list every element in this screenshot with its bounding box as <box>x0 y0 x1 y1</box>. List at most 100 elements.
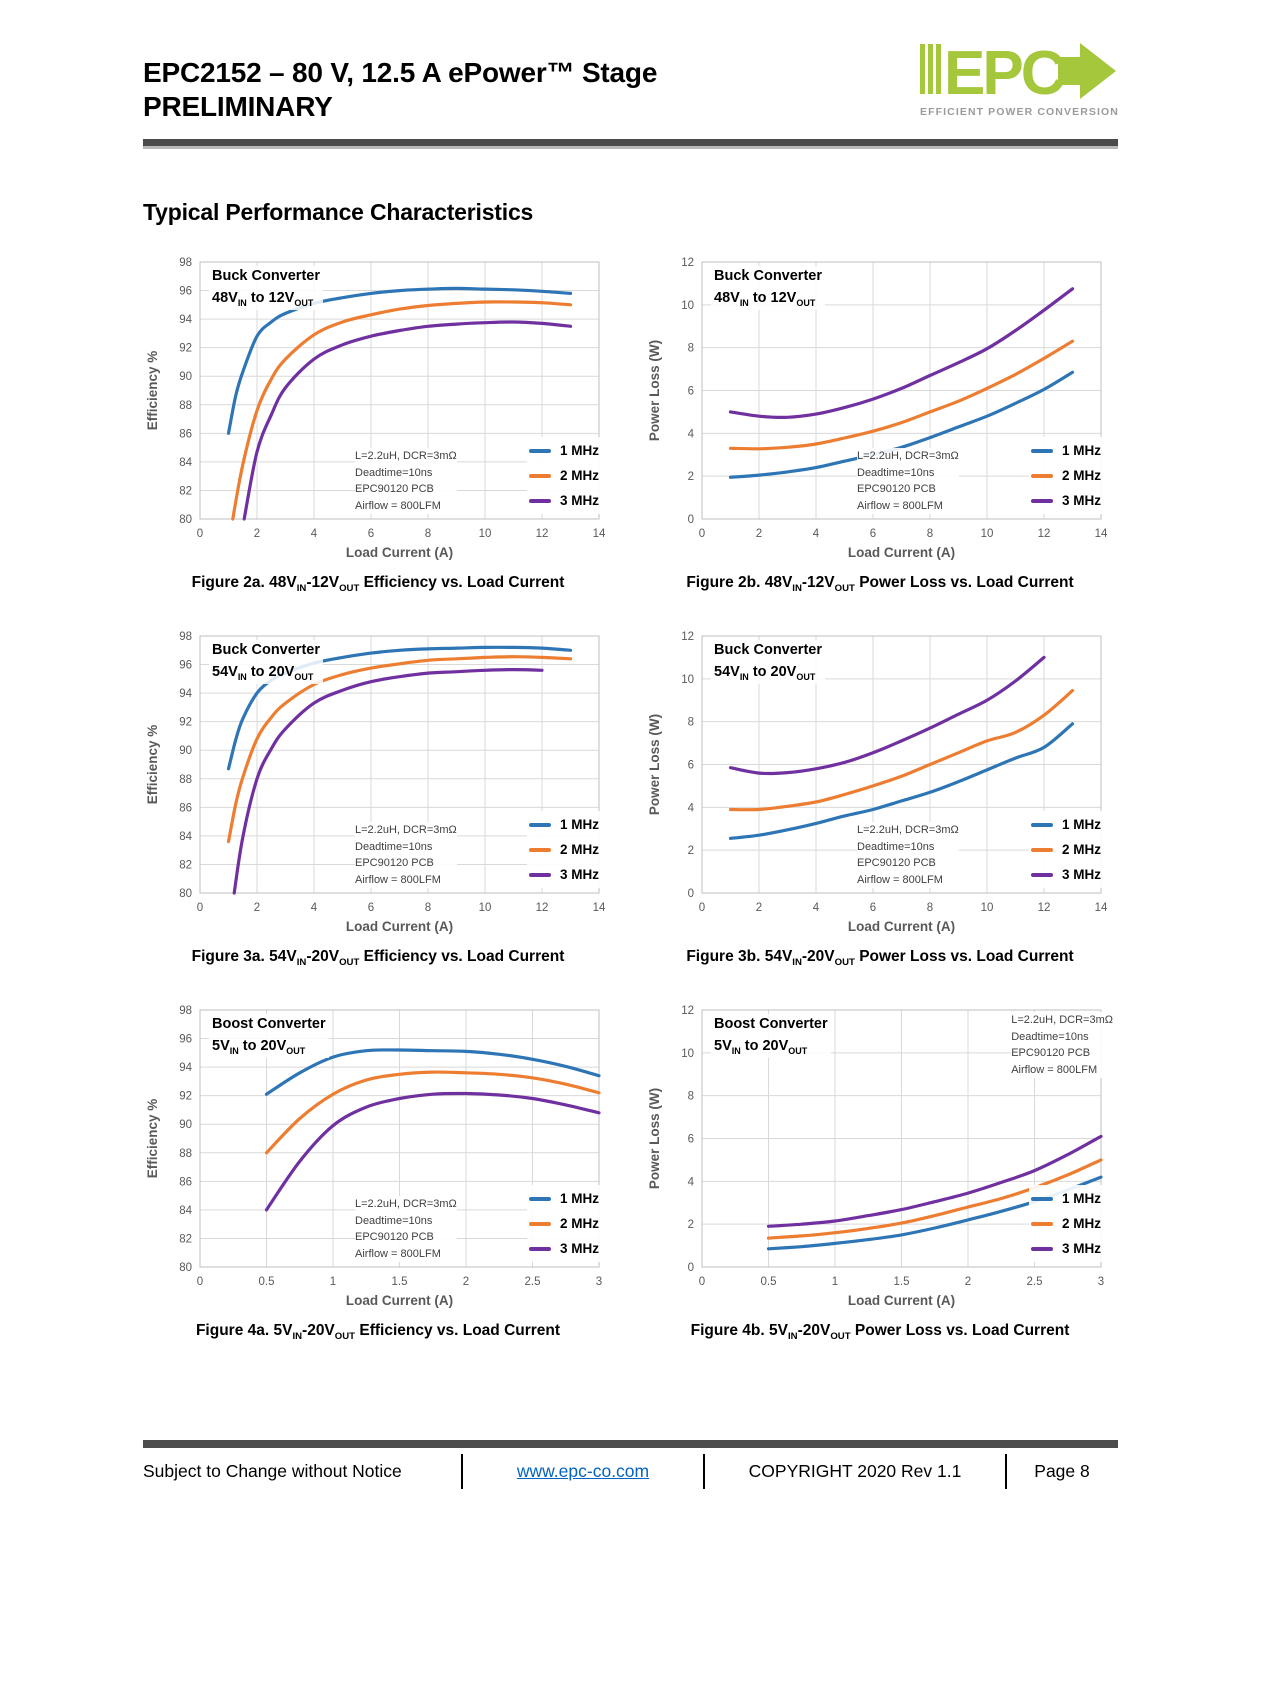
svg-text:98: 98 <box>179 257 192 269</box>
svg-text:6: 6 <box>688 760 694 772</box>
test-conditions: L=2.2uH, DCR=3mΩ Deadtime=10ns EPC90120 P… <box>857 448 959 514</box>
svg-text:2: 2 <box>688 845 694 857</box>
legend-label-1mhz: 1 MHz <box>559 443 599 458</box>
chart-4b-title: Boost Converter 5VIN to 20VOUT <box>711 1014 831 1058</box>
svg-text:12: 12 <box>1038 902 1051 914</box>
chart-4a-plot: 0 0.5 1 1.5 2 2.5 3 80 82 84 86 88 90 92 94 96 98 Load Cu… <box>145 1005 602 1308</box>
svg-text:12: 12 <box>536 902 549 914</box>
svg-text:94: 94 <box>179 314 192 326</box>
svg-text:Load Current (A): Load Current (A) <box>848 545 955 560</box>
chart-legend: 1 MHz 2 MHz 3 MHz <box>526 437 601 514</box>
legend-label-3mhz: 3 MHz <box>559 1241 599 1256</box>
chart-legend: 1 MHz 2 MHz 3 MHz <box>526 1185 601 1262</box>
page-header: EPC2152 – 80 V, 12.5 A ePower™ Stage PRE… <box>143 39 1118 125</box>
doc-title-line2: PRELIMINARY <box>143 91 333 123</box>
svg-text:82: 82 <box>179 859 192 871</box>
footer-separator <box>1005 1454 1007 1489</box>
epc-website-link[interactable]: www.epc-co.com <box>516 1461 650 1481</box>
svg-text:10: 10 <box>981 902 994 914</box>
svg-text:0: 0 <box>688 514 694 526</box>
figure-3b: 0 2 4 6 8 10 12 14 0 2 4 6 8 10 12 Load Current (A) Powe… <box>645 626 1115 967</box>
svg-text:0: 0 <box>699 1276 705 1288</box>
svg-text:96: 96 <box>179 660 192 672</box>
svg-text:3: 3 <box>1098 1276 1104 1288</box>
svg-text:8: 8 <box>425 902 431 914</box>
logo-arrow-icon <box>1058 43 1116 99</box>
header-divider <box>143 139 1118 149</box>
svg-text:2: 2 <box>965 1276 971 1288</box>
charts-grid: 0 2 4 6 8 10 12 14 80 82 84 86 88 90 92 94 96 98 Load Curr… <box>143 252 1118 1343</box>
epc-logo-graphic: EPC EFFICIENT POWER CONVERSION <box>920 39 1118 118</box>
svg-text:14: 14 <box>593 528 606 540</box>
svg-text:1.5: 1.5 <box>894 1276 910 1288</box>
svg-text:2: 2 <box>756 528 762 540</box>
svg-text:6: 6 <box>368 528 374 540</box>
svg-text:EPC: EPC <box>944 42 1065 108</box>
svg-text:2: 2 <box>254 528 260 540</box>
legend-swatch-3mhz <box>1030 498 1053 503</box>
svg-text:Efficiency %: Efficiency % <box>145 725 160 805</box>
svg-text:6: 6 <box>870 528 876 540</box>
legend-label-1mhz: 1 MHz <box>1061 817 1101 832</box>
legend-swatch-2mhz <box>528 473 551 478</box>
svg-text:82: 82 <box>179 1233 192 1245</box>
legend-swatch-3mhz <box>528 872 551 877</box>
legend-swatch-2mhz <box>1030 473 1053 478</box>
legend-label-1mhz: 1 MHz <box>1061 443 1101 458</box>
legend-swatch-1mhz <box>1030 1196 1053 1201</box>
legend-label-3mhz: 3 MHz <box>1061 1241 1101 1256</box>
legend-swatch-1mhz <box>528 822 551 827</box>
svg-text:0: 0 <box>688 888 694 900</box>
svg-text:92: 92 <box>179 343 192 355</box>
svg-text:84: 84 <box>179 457 192 469</box>
svg-text:Power Loss (W): Power Loss (W) <box>647 340 662 441</box>
svg-text:84: 84 <box>179 1205 192 1217</box>
svg-text:10: 10 <box>681 1048 694 1060</box>
svg-text:Power Loss (W): Power Loss (W) <box>647 1088 662 1189</box>
svg-text:8: 8 <box>927 528 933 540</box>
legend-label-2mhz: 2 MHz <box>559 1216 599 1231</box>
svg-text:84: 84 <box>179 831 192 843</box>
footer-separator <box>461 1454 463 1489</box>
figure-4a: 0 0.5 1 1.5 2 2.5 3 80 82 84 86 88 90 92 94 96 98 Load Cu… <box>143 1000 613 1341</box>
svg-text:88: 88 <box>179 774 192 786</box>
test-conditions: L=2.2uH, DCR=3mΩ Deadtime=10ns EPC90120 P… <box>1011 1012 1113 1078</box>
svg-text:90: 90 <box>179 371 192 383</box>
chart-2b-title: Buck Converter 48VIN to 12VOUT <box>711 266 825 310</box>
figure-4b: 0 0.5 1 1.5 2 2.5 3 0 2 4 6 8 10 12 Load Current (A) Po… <box>645 1000 1115 1343</box>
svg-text:Load Current (A): Load Current (A) <box>346 1293 453 1308</box>
svg-text:2: 2 <box>463 1276 469 1288</box>
doc-title: EPC2152 – 80 V, 12.5 A ePower™ Stage PRE… <box>143 56 657 124</box>
svg-text:10: 10 <box>479 902 492 914</box>
chart-4a: 0 0.5 1 1.5 2 2.5 3 80 82 84 86 88 90 92 94 96 98 Load Cu… <box>143 1000 613 1310</box>
svg-text:4: 4 <box>311 902 318 914</box>
svg-text:1: 1 <box>832 1276 838 1288</box>
legend-swatch-1mhz <box>528 1196 551 1201</box>
legend-swatch-1mhz <box>528 448 551 453</box>
chart-legend: 1 MHz 2 MHz 3 MHz <box>1028 811 1103 888</box>
svg-text:0: 0 <box>197 1276 203 1288</box>
legend-label-1mhz: 1 MHz <box>559 817 599 832</box>
figure-4b-caption: Figure 4b. 5VIN-20VOUT Power Loss vs. Lo… <box>690 1322 1070 1343</box>
svg-text:2.5: 2.5 <box>1027 1276 1043 1288</box>
chart-2a-title: Buck Converter 48VIN to 12VOUT <box>209 266 323 310</box>
svg-text:8: 8 <box>688 717 694 729</box>
legend-swatch-3mhz <box>528 1246 551 1251</box>
svg-text:96: 96 <box>179 286 192 298</box>
footer-page-number: Page 8 <box>1034 1461 1090 1481</box>
svg-text:12: 12 <box>681 631 694 643</box>
svg-text:2: 2 <box>688 1219 694 1231</box>
svg-text:4: 4 <box>688 428 695 440</box>
svg-text:90: 90 <box>179 745 192 757</box>
svg-text:2: 2 <box>254 902 260 914</box>
svg-text:0.5: 0.5 <box>259 1276 275 1288</box>
svg-text:0: 0 <box>197 902 203 914</box>
svg-text:6: 6 <box>688 1134 694 1146</box>
legend-swatch-3mhz <box>528 498 551 503</box>
legend-label-3mhz: 3 MHz <box>559 867 599 882</box>
legend-label-2mhz: 2 MHz <box>1061 1216 1101 1231</box>
svg-text:1.5: 1.5 <box>392 1276 408 1288</box>
legend-swatch-2mhz <box>1030 847 1053 852</box>
chart-3b-title: Buck Converter 54VIN to 20VOUT <box>711 640 825 684</box>
svg-text:8: 8 <box>425 528 431 540</box>
